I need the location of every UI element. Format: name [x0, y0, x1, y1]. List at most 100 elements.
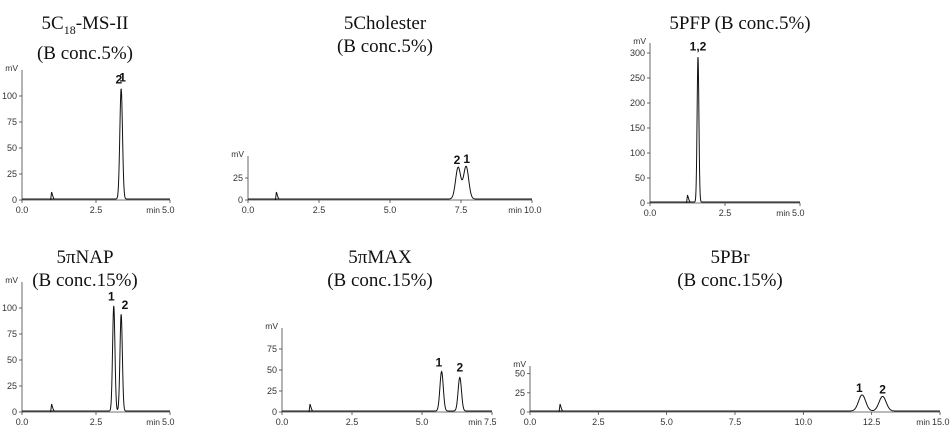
- x-tick-label: 2.5: [90, 417, 103, 427]
- x-tick-label: 2.5: [346, 417, 359, 427]
- x-tick-label: 10.0: [795, 417, 813, 427]
- y-unit-label: mV: [513, 359, 526, 369]
- chart-title-c18: 5C18-MS-II (B conc.5%): [20, 12, 150, 65]
- y-tick-label: 25: [233, 173, 243, 183]
- chromatogram-trace: [530, 394, 940, 412]
- peak-label: 1: [463, 152, 470, 166]
- peak-label: 2: [122, 298, 129, 312]
- chart-title-pbr: 5PBr (B conc.15%): [655, 246, 805, 292]
- chart-title-c18-main: 5C18-MS-II: [41, 13, 129, 37]
- x-unit-label: min: [468, 417, 482, 427]
- x-tick-label: 7.5: [455, 205, 468, 215]
- injection-marker: [274, 191, 280, 201]
- y-tick-label: 100: [630, 148, 645, 158]
- y-tick-label: 0: [12, 407, 17, 417]
- chromatogram-trace: [22, 88, 170, 200]
- x-tick-label: 12.5: [863, 417, 881, 427]
- x-tick-label: 2.5: [719, 208, 732, 218]
- x-tick-label: 5.0: [162, 417, 175, 427]
- x-tick-label: 5.0: [792, 208, 805, 218]
- x-unit-label: min: [776, 208, 790, 218]
- y-tick-label: 0: [640, 198, 645, 208]
- x-unit-label: min: [146, 205, 160, 215]
- y-unit-label: mV: [231, 149, 244, 159]
- chart-title-pfp: 5PFP (B conc.5%): [640, 12, 840, 35]
- x-tick-label: 7.5: [484, 417, 497, 427]
- y-tick-label: 50: [267, 365, 277, 375]
- y-unit-label: mV: [633, 36, 646, 46]
- x-tick-label: 10.0: [524, 205, 542, 215]
- chart-subtitle-nap: (B conc.15%): [32, 270, 138, 291]
- y-tick-label: 0: [238, 195, 243, 205]
- chart-title-pfp-main: 5PFP (B conc.5%): [669, 13, 811, 34]
- chart-subtitle-c18: (B conc.5%): [36, 42, 134, 64]
- y-tick-label: 75: [7, 117, 17, 127]
- x-tick-label: 5.0: [384, 205, 397, 215]
- y-tick-label: 50: [635, 173, 645, 183]
- y-unit-label: mV: [265, 321, 278, 331]
- chart-title-max: 5πMAX (B conc.15%): [305, 246, 455, 292]
- injection-marker: [686, 194, 691, 204]
- x-tick-label: 0.0: [524, 417, 537, 427]
- x-tick-label: 5.0: [660, 417, 673, 427]
- y-tick-label: 25: [7, 381, 17, 391]
- x-unit-label: min: [508, 205, 522, 215]
- x-tick-label: 5.0: [162, 205, 175, 215]
- x-unit-label: min: [916, 417, 930, 427]
- x-tick-label: 0.0: [276, 417, 289, 427]
- peak-label: 1: [108, 290, 115, 304]
- chart-subtitle-cholester: (B conc.5%): [336, 36, 434, 57]
- y-tick-label: 75: [7, 329, 17, 339]
- peak-label: 2: [454, 153, 461, 167]
- chart-subtitle-pbr: (B conc.15%): [677, 270, 783, 291]
- chart-title-pbr-main: 5PBr: [710, 247, 750, 268]
- y-tick-label: 250: [630, 73, 645, 83]
- y-tick-label: 0: [520, 407, 525, 417]
- peak-label: 2: [456, 361, 463, 375]
- peak-label: 2: [115, 73, 122, 87]
- y-tick-label: 25: [7, 169, 17, 179]
- y-tick-label: 25: [267, 386, 277, 396]
- y-tick-label: 50: [515, 369, 525, 379]
- chart-title-cholester: 5Cholester (B conc.5%): [300, 12, 470, 58]
- y-tick-label: 25: [515, 388, 525, 398]
- chromatogram-trace: [248, 165, 532, 200]
- peak-label: 1: [856, 381, 863, 395]
- chart-title-nap: 5πNAP (B conc.15%): [10, 246, 160, 292]
- chart-title-nap-main: 5πNAP: [56, 247, 114, 268]
- chromatogram-trace: [650, 56, 800, 203]
- y-unit-label: mV: [5, 63, 18, 73]
- peak-label: 1: [119, 70, 126, 84]
- y-tick-label: 50: [7, 355, 17, 365]
- y-tick-label: 150: [630, 123, 645, 133]
- injection-marker: [558, 403, 564, 413]
- injection-marker: [308, 403, 313, 413]
- peak-label: 1: [435, 356, 442, 370]
- injection-marker: [50, 403, 55, 413]
- x-tick-label: 2.5: [313, 205, 326, 215]
- y-tick-label: 0: [12, 195, 17, 205]
- peak-label: 1,2: [690, 40, 707, 54]
- y-tick-label: 75: [267, 344, 277, 354]
- y-tick-label: 300: [630, 48, 645, 58]
- y-tick-label: 0: [272, 407, 277, 417]
- x-tick-label: 5.0: [416, 417, 429, 427]
- y-tick-label: 100: [2, 91, 17, 101]
- x-tick-label: 0.0: [16, 205, 29, 215]
- chromatogram-trace: [282, 370, 492, 412]
- peak-label: 2: [879, 383, 886, 397]
- chart-subtitle-max: (B conc.15%): [327, 270, 433, 291]
- x-tick-label: 0.0: [644, 208, 657, 218]
- chromatogram-trace: [22, 305, 170, 412]
- x-tick-label: 0.0: [16, 417, 29, 427]
- x-tick-label: 0.0: [242, 205, 255, 215]
- x-unit-label: min: [146, 417, 160, 427]
- chart-title-cholester-main: 5Cholester: [343, 13, 427, 34]
- y-tick-label: 50: [7, 143, 17, 153]
